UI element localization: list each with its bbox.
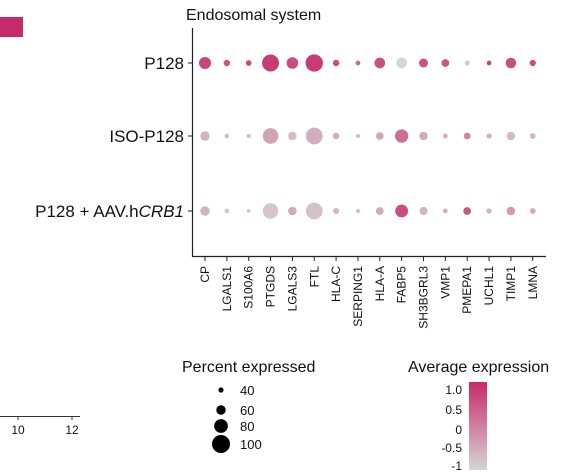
dot: [395, 204, 409, 218]
row-label-text: ISO-P128: [109, 127, 184, 146]
cropped-legend-swatch: [0, 17, 23, 37]
dot: [262, 203, 279, 219]
gene-label: PMEPA1: [460, 266, 474, 314]
row-label-text: P128: [144, 54, 184, 73]
dot: [529, 133, 536, 139]
dot: [506, 206, 516, 216]
gene-label: FABP5: [395, 266, 409, 304]
row-label-gene: CRB1: [139, 202, 184, 221]
dot: [355, 60, 361, 66]
color-legend-title: Average expression: [408, 359, 549, 376]
gene-label: VMP1: [438, 266, 452, 299]
color-legend-label: -1: [451, 459, 462, 472]
dot: [529, 208, 536, 214]
size-legend-label: 40: [240, 383, 254, 398]
dot: [395, 129, 409, 143]
dot: [486, 208, 492, 214]
gene-label: S100A6: [242, 266, 256, 309]
row-label: P128 + AAV.hCRB1: [35, 202, 184, 221]
dot: [375, 132, 384, 140]
gene-label: FTL: [307, 266, 321, 288]
gene-label: CP: [198, 266, 212, 283]
dot: [419, 206, 428, 216]
dot: [245, 60, 252, 66]
dot: [224, 133, 230, 139]
dot: [442, 208, 448, 214]
dot: [355, 208, 360, 214]
dot: [419, 131, 428, 141]
color-legend-label: 0.5: [445, 403, 462, 417]
size-legend-label: 100: [240, 437, 262, 452]
gene-label: LGALS3: [285, 266, 299, 312]
dot: [199, 57, 211, 69]
size-legend-title: Percent expressed: [182, 359, 315, 376]
color-legend-bar: [469, 382, 487, 470]
cropped-tick-label: 12: [65, 423, 79, 437]
dot: [223, 59, 231, 67]
gene-label: PTGDS: [264, 266, 278, 307]
dot: [305, 127, 323, 145]
dot: [200, 131, 210, 141]
dot: [200, 206, 210, 216]
dot: [305, 202, 323, 220]
dot: [246, 209, 251, 213]
dot: [262, 128, 279, 144]
gene-label: HLA-C: [329, 266, 343, 302]
dot: [505, 57, 517, 69]
dot: [246, 133, 251, 139]
size-legend-dot: [216, 405, 226, 415]
dot: [374, 57, 386, 69]
dot: [332, 59, 340, 67]
size-legend-label: 60: [240, 403, 254, 418]
gene-label: SH3BGRL3: [417, 266, 431, 329]
dot: [224, 208, 230, 214]
dot: [262, 54, 280, 72]
dot: [506, 131, 516, 141]
color-legend-label: 1.0: [445, 383, 462, 397]
dot: [529, 59, 536, 67]
dot: [332, 132, 340, 140]
dot: [396, 57, 408, 69]
row-label: P128: [144, 54, 184, 73]
dot: [305, 54, 323, 72]
color-legend-label: -0.5: [441, 441, 462, 455]
dot: [463, 132, 471, 140]
row-label-text: P128 + AAV.h: [35, 202, 139, 221]
dot: [442, 133, 448, 139]
gene-label: HLA-A: [373, 266, 387, 301]
dot: [463, 207, 472, 215]
gene-label: LGALS1: [220, 266, 234, 312]
row-label: ISO-P128: [109, 127, 184, 146]
dot: [419, 58, 428, 68]
gene-label: UCHL1: [482, 266, 496, 306]
cropped-tick-label: 10: [11, 423, 25, 437]
gene-label: TIMP1: [504, 266, 518, 302]
size-legend-dot: [218, 387, 224, 393]
dot: [486, 60, 492, 66]
size-legend-label: 80: [240, 419, 254, 434]
dot: [486, 133, 492, 139]
chart-title: Endosomal system: [186, 7, 321, 24]
dot: [441, 59, 450, 67]
dot: [333, 208, 340, 214]
dot: [355, 133, 360, 139]
dot: [464, 60, 470, 66]
size-legend-dot: [212, 435, 230, 453]
dot: [288, 131, 297, 141]
size-legend-dot: [214, 419, 228, 433]
color-legend-label: 0: [455, 423, 462, 437]
dot: [288, 206, 297, 216]
dot: [375, 207, 384, 215]
gene-label: LMNA: [526, 266, 540, 299]
dot: [286, 57, 299, 69]
gene-label: SERPING1: [351, 266, 365, 327]
